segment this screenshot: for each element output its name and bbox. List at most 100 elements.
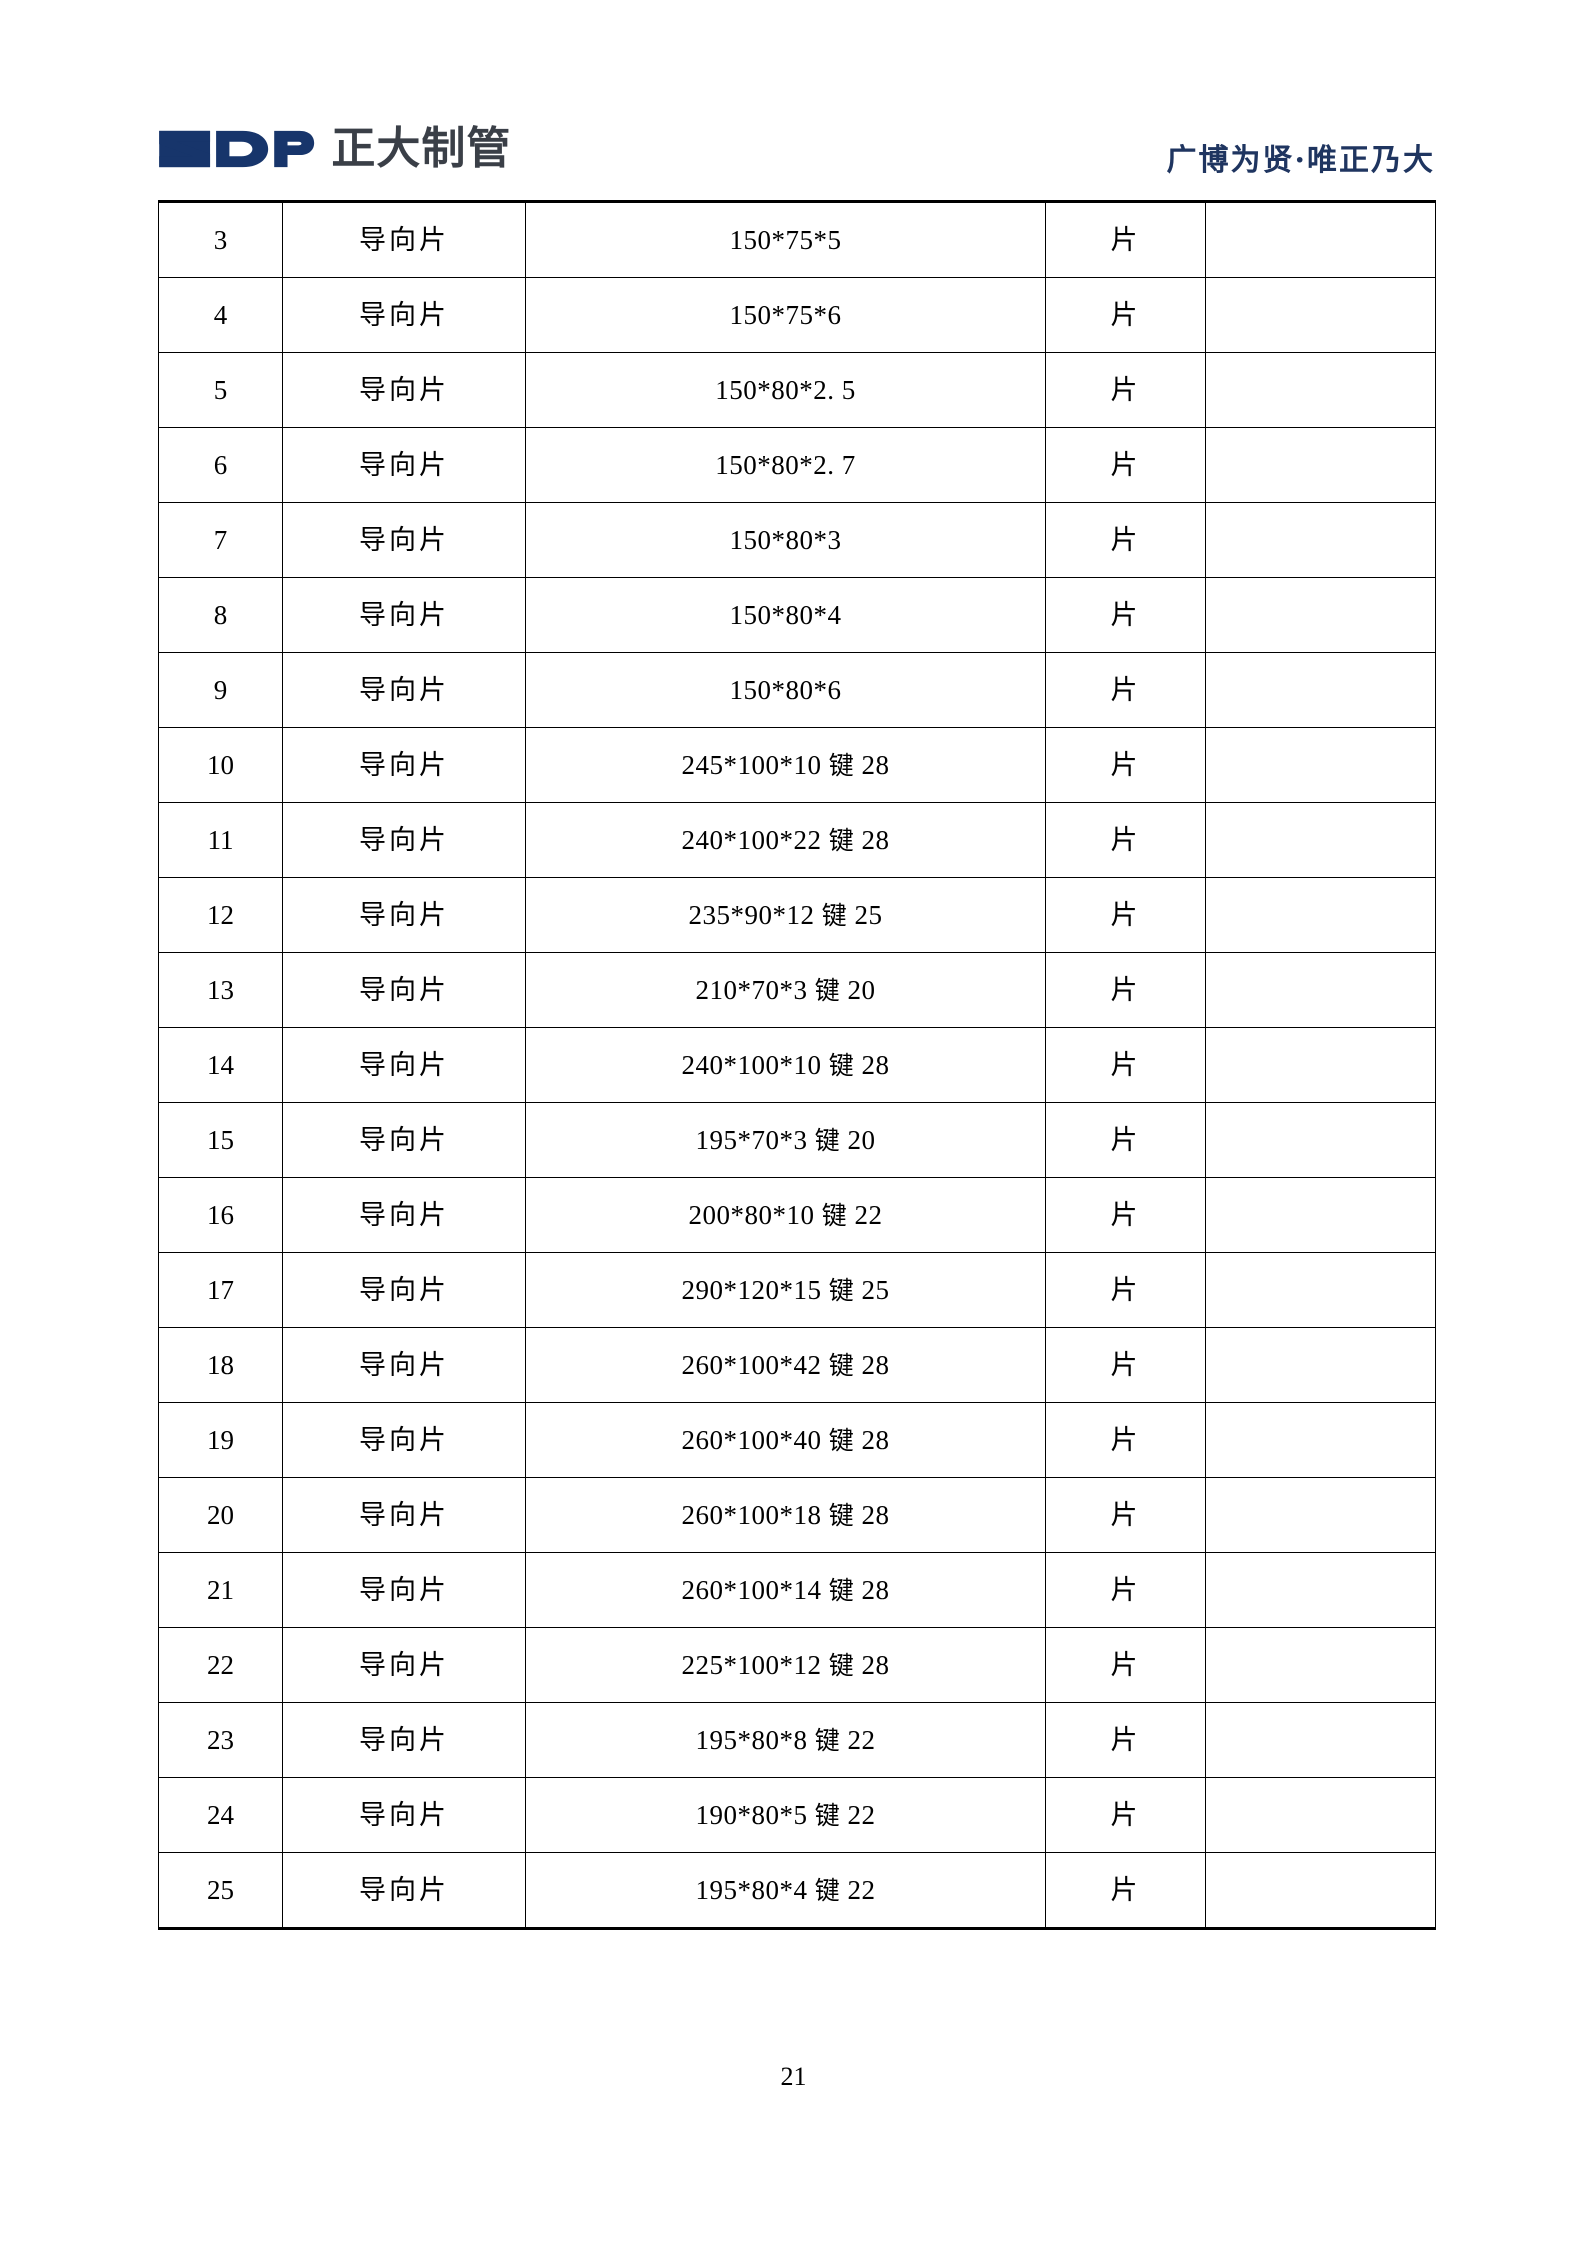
cell-spec: 240*100*10 键 28	[525, 1027, 1046, 1103]
company-name-cn: 正大制管	[331, 123, 512, 174]
cell-row-number: 25	[158, 1852, 283, 1930]
cell-product-name: 导向片	[282, 952, 526, 1028]
cell-row-number: 14	[158, 1027, 283, 1103]
page-number: 21	[780, 2062, 807, 2091]
cell-row-number: 7	[158, 502, 283, 578]
cell-product-name: 导向片	[282, 352, 526, 428]
cell-row-number: 4	[158, 277, 283, 353]
cell-row-number: 22	[158, 1627, 283, 1703]
cell-spec: 240*100*22 键 28	[525, 802, 1046, 878]
cell-remark	[1205, 802, 1436, 878]
cell-remark	[1205, 1027, 1436, 1103]
cell-unit: 片	[1045, 577, 1206, 653]
cell-row-number: 10	[158, 727, 283, 803]
cell-spec: 150*80*2. 7	[525, 427, 1046, 503]
cell-unit: 片	[1045, 1852, 1206, 1930]
cell-product-name: 导向片	[282, 1552, 526, 1628]
cell-row-number: 8	[158, 577, 283, 653]
cell-row-number: 24	[158, 1777, 283, 1853]
cell-product-name: 导向片	[282, 1402, 526, 1478]
cell-remark	[1205, 1327, 1436, 1403]
cell-unit: 片	[1045, 727, 1206, 803]
cell-unit: 片	[1045, 652, 1206, 728]
cell-remark	[1205, 877, 1436, 953]
table-row: 23 导向片 195*80*8 键 22 片	[158, 1702, 1436, 1778]
cell-spec: 150*80*3	[525, 502, 1046, 578]
cell-product-name: 导向片	[282, 802, 526, 878]
cell-remark	[1205, 1552, 1436, 1628]
cell-product-name: 导向片	[282, 877, 526, 953]
table-row: 12 导向片 235*90*12 键 25 片	[158, 877, 1436, 953]
cell-row-number: 5	[158, 352, 283, 428]
company-logo: 正大制管	[158, 118, 511, 180]
table-row: 4 导向片 150*75*6 片	[158, 277, 1436, 353]
table-row: 11 导向片 240*100*22 键 28 片	[158, 802, 1436, 878]
cell-unit: 片	[1045, 200, 1206, 278]
cell-remark	[1205, 952, 1436, 1028]
cell-row-number: 9	[158, 652, 283, 728]
cell-unit: 片	[1045, 1402, 1206, 1478]
cell-unit: 片	[1045, 1252, 1206, 1328]
table-row: 22 导向片 225*100*12 键 28 片	[158, 1627, 1436, 1703]
cell-product-name: 导向片	[282, 1702, 526, 1778]
cell-unit: 片	[1045, 1327, 1206, 1403]
cell-row-number: 3	[158, 200, 283, 278]
cell-spec: 260*100*42 键 28	[525, 1327, 1046, 1403]
cell-row-number: 17	[158, 1252, 283, 1328]
cell-remark	[1205, 1702, 1436, 1778]
cell-remark	[1205, 727, 1436, 803]
cell-product-name: 导向片	[282, 277, 526, 353]
cell-spec: 190*80*5 键 22	[525, 1777, 1046, 1853]
table-row: 21 导向片 260*100*14 键 28 片	[158, 1552, 1436, 1628]
cell-unit: 片	[1045, 1102, 1206, 1178]
cell-remark	[1205, 427, 1436, 503]
cell-spec: 150*75*5	[525, 200, 1046, 278]
cell-spec: 225*100*12 键 28	[525, 1627, 1046, 1703]
cell-product-name: 导向片	[282, 1852, 526, 1930]
cell-remark	[1205, 352, 1436, 428]
page-header: 正大制管 广博为贤·唯正乃大	[158, 108, 1435, 180]
cell-product-name: 导向片	[282, 200, 526, 278]
cell-spec: 200*80*10 键 22	[525, 1177, 1046, 1253]
table-row: 15 导向片 195*70*3 键 20 片	[158, 1102, 1436, 1178]
cell-unit: 片	[1045, 877, 1206, 953]
cell-remark	[1205, 1252, 1436, 1328]
cell-row-number: 19	[158, 1402, 283, 1478]
cell-row-number: 18	[158, 1327, 283, 1403]
cell-product-name: 导向片	[282, 502, 526, 578]
cell-unit: 片	[1045, 1177, 1206, 1253]
cell-spec: 260*100*14 键 28	[525, 1552, 1046, 1628]
table-row: 20 导向片 260*100*18 键 28 片	[158, 1477, 1436, 1553]
cell-spec: 260*100*40 键 28	[525, 1402, 1046, 1478]
cell-product-name: 导向片	[282, 1027, 526, 1103]
cell-spec: 195*70*3 键 20	[525, 1102, 1046, 1178]
cell-row-number: 23	[158, 1702, 283, 1778]
cell-unit: 片	[1045, 1627, 1206, 1703]
cell-remark	[1205, 1627, 1436, 1703]
cell-product-name: 导向片	[282, 1102, 526, 1178]
cell-row-number: 20	[158, 1477, 283, 1553]
product-spec-table: 3 导向片 150*75*5 片 4 导向片 150*75*6 片 5 导向片 150*80*2. …	[158, 200, 1436, 1930]
cell-spec: 150*80*6	[525, 652, 1046, 728]
cell-remark	[1205, 577, 1436, 653]
cell-spec: 290*120*15 键 25	[525, 1252, 1046, 1328]
table-row: 17 导向片 290*120*15 键 25 片	[158, 1252, 1436, 1328]
cell-product-name: 导向片	[282, 1327, 526, 1403]
cell-remark	[1205, 652, 1436, 728]
cell-row-number: 11	[158, 802, 283, 878]
cell-unit: 片	[1045, 1702, 1206, 1778]
cell-product-name: 导向片	[282, 727, 526, 803]
cell-unit: 片	[1045, 277, 1206, 353]
cell-remark	[1205, 1402, 1436, 1478]
cell-remark	[1205, 1852, 1436, 1930]
table-row: 7 导向片 150*80*3 片	[158, 502, 1436, 578]
cell-unit: 片	[1045, 1027, 1206, 1103]
cell-spec: 195*80*4 键 22	[525, 1852, 1046, 1930]
table-row: 16 导向片 200*80*10 键 22 片	[158, 1177, 1436, 1253]
cell-remark	[1205, 1777, 1436, 1853]
table-row: 8 导向片 150*80*4 片	[158, 577, 1436, 653]
spec-table-body: 3 导向片 150*75*5 片 4 导向片 150*75*6 片 5 导向片 150*80*2. …	[158, 200, 1436, 1930]
